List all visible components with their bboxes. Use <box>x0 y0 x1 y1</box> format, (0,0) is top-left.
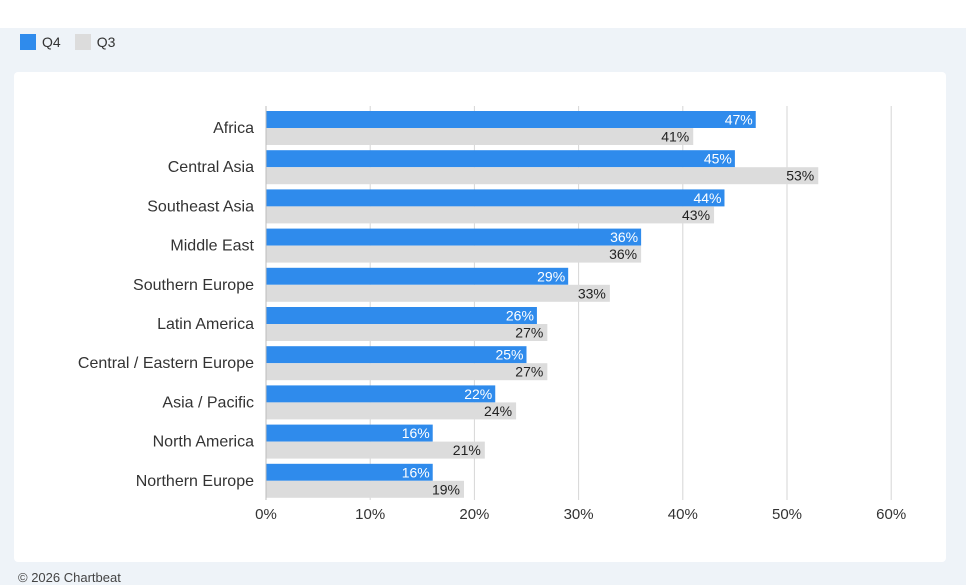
bar-q4 <box>266 228 642 246</box>
x-tick-label: 30% <box>564 506 594 523</box>
data-label-q4: 25% <box>495 347 523 363</box>
legend-label-q4: Q4 <box>42 34 61 50</box>
category-label: Africa <box>213 120 254 137</box>
bar-q4 <box>266 111 756 128</box>
data-label-q3: 21% <box>453 442 481 458</box>
data-label-q3: 27% <box>515 325 543 341</box>
legend-swatch-q4 <box>20 34 36 50</box>
bar-q3 <box>266 284 610 302</box>
legend-swatch-q3 <box>74 34 91 50</box>
data-label-q4: 45% <box>704 151 732 167</box>
footer-copyright: © 2026 Chartbeat <box>18 570 121 585</box>
bar-q3 <box>266 324 548 341</box>
bar-q4 <box>266 424 433 442</box>
bar-q4 <box>266 307 537 324</box>
data-label-q4: 47% <box>725 112 753 128</box>
category-label: Central / Eastern Europe <box>78 355 254 372</box>
bar-q3 <box>266 480 464 498</box>
bar-q4 <box>266 267 569 285</box>
data-label-q3: 41% <box>661 129 689 145</box>
bar-q3 <box>266 167 819 185</box>
bar-q3 <box>266 363 548 381</box>
x-tick-label: 20% <box>459 506 489 523</box>
category-label: Middle East <box>170 238 254 255</box>
x-tick-label: 60% <box>876 506 906 523</box>
x-tick-label: 0% <box>255 506 277 523</box>
bar-q3 <box>266 441 485 459</box>
bar-q4 <box>266 463 433 481</box>
x-tick-label: 40% <box>668 506 698 523</box>
x-tick-label: 50% <box>772 506 802 523</box>
bar-q3 <box>266 402 517 420</box>
data-label-q4: 36% <box>610 229 638 245</box>
category-label: Northern Europe <box>136 473 254 490</box>
data-label-q3: 33% <box>578 285 606 301</box>
data-label-q3: 53% <box>786 168 814 184</box>
data-label-q4: 29% <box>537 268 565 284</box>
bar-q4 <box>266 385 496 403</box>
category-label: Southeast Asia <box>147 198 254 215</box>
data-label-q3: 43% <box>682 207 710 223</box>
category-label: North America <box>153 434 254 451</box>
category-label: Southern Europe <box>133 277 254 294</box>
legend-label-q3: Q3 <box>96 34 116 50</box>
data-label-q3: 27% <box>515 364 543 380</box>
data-label-q4: 44% <box>693 190 721 206</box>
data-label-q4: 16% <box>402 425 430 441</box>
data-label-q4: 26% <box>506 308 534 324</box>
data-label-q4: 22% <box>464 386 492 402</box>
category-label: Asia / Pacific <box>162 394 254 411</box>
data-label-q4: 16% <box>402 464 430 480</box>
category-label: Latin America <box>157 316 254 333</box>
legend: Q4 Q3 <box>20 34 115 50</box>
x-tick-label: 10% <box>355 506 385 523</box>
bar-q3 <box>266 128 694 145</box>
legend-item-q4: Q4 <box>20 34 61 50</box>
data-label-q3: 19% <box>432 481 460 497</box>
bar-q3 <box>266 245 642 263</box>
data-label-q3: 36% <box>609 246 637 262</box>
legend-item-q3: Q3 <box>74 34 116 50</box>
bar-q4 <box>266 150 735 168</box>
data-label-q3: 24% <box>484 403 512 419</box>
bar-q3 <box>266 206 715 224</box>
header-strip <box>0 0 966 28</box>
bar-q4 <box>266 189 725 207</box>
bar-q4 <box>266 346 527 364</box>
category-label: Central Asia <box>168 159 254 176</box>
